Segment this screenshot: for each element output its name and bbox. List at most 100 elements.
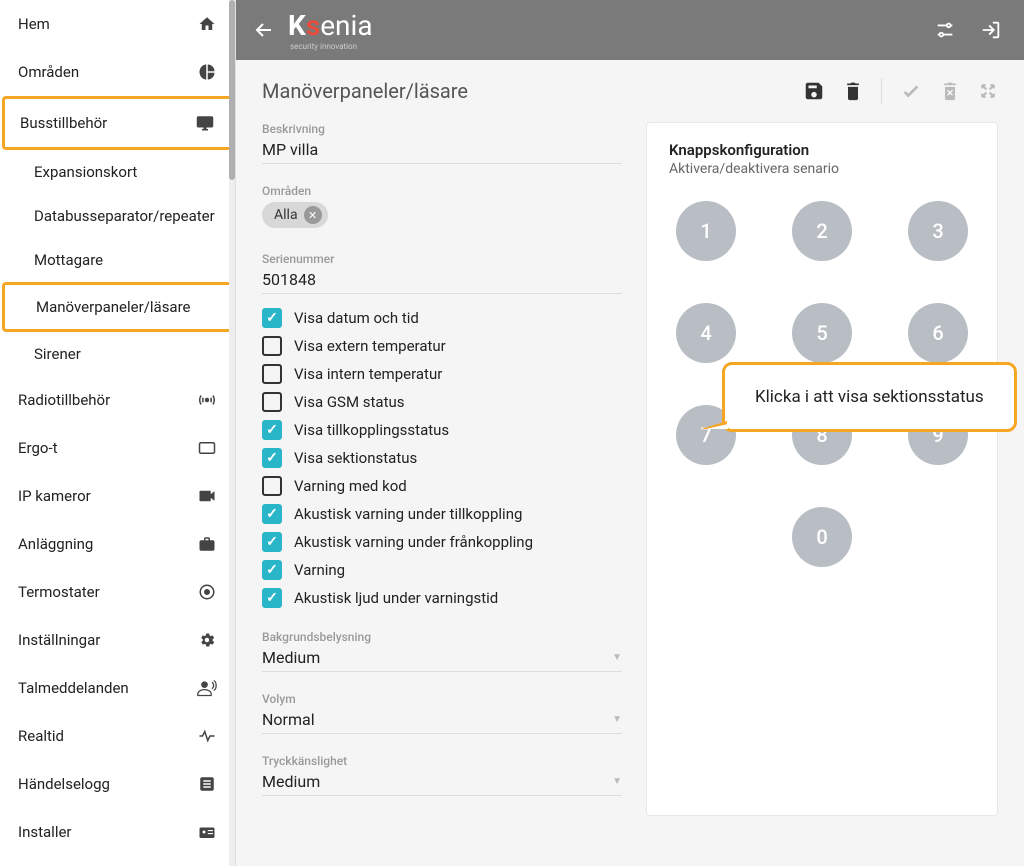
checkbox-row[interactable]: Varning med kod	[262, 472, 622, 500]
content-header: Manöverpaneler/läsare	[236, 60, 1024, 114]
broadcast-icon	[197, 390, 217, 410]
checkbox-row[interactable]: Visa GSM status	[262, 388, 622, 416]
checkbox-row[interactable]: Visa intern temperatur	[262, 360, 622, 388]
keypad-subtitle: Aktivera/deaktivera senario	[669, 161, 975, 177]
checkbox[interactable]	[262, 392, 282, 412]
volym-field[interactable]: Volym Normal ▼	[262, 692, 622, 734]
bakgrund-value: Medium	[262, 648, 320, 667]
sidebar-scrollbar[interactable]	[229, 0, 235, 866]
check-icon[interactable]	[900, 80, 922, 102]
sidebar-sub-sirener[interactable]: Sirener	[0, 332, 235, 376]
tryck-field[interactable]: Tryckkänslighet Medium ▼	[262, 754, 622, 796]
checkbox-label: Akustisk varning under tillkoppling	[294, 505, 522, 523]
logo-s: s	[306, 9, 320, 42]
camera-icon	[197, 486, 217, 506]
checkbox[interactable]	[262, 560, 282, 580]
sidebar-item-installer[interactable]: Installer	[0, 808, 235, 856]
omraden-label: Områden	[262, 184, 622, 198]
keypad-key-2[interactable]: 2	[792, 201, 852, 261]
save-icon[interactable]	[803, 80, 825, 102]
content-body: Beskrivning MP villa Områden Alla ✕ Seri…	[236, 114, 1024, 824]
delete-icon[interactable]	[843, 80, 863, 102]
badge-icon	[197, 822, 217, 842]
sidebar-item-busstillbehor[interactable]: Busstillbehör	[5, 99, 230, 147]
sidebar-item-installningar[interactable]: Inställningar	[0, 616, 235, 664]
checkbox[interactable]	[262, 448, 282, 468]
voice-icon	[197, 678, 217, 698]
delete-muted-icon[interactable]	[940, 80, 960, 102]
sidebar-item-hem[interactable]: Hem	[0, 0, 235, 48]
checkbox[interactable]	[262, 336, 282, 356]
sidebar-item-label: Händelselogg	[18, 775, 197, 793]
checkbox-row[interactable]: Varning	[262, 556, 622, 584]
checkbox[interactable]	[262, 504, 282, 524]
checkbox-row[interactable]: Visa extern temperatur	[262, 332, 622, 360]
sidebar-item-talmeddelanden[interactable]: Talmeddelanden	[0, 664, 235, 712]
sidebar-item-label: Hem	[18, 15, 197, 33]
volym-value: Normal	[262, 710, 315, 729]
callout-tooltip: Klicka i att visa sektionsstatus	[722, 362, 1017, 432]
pulse-icon	[197, 726, 217, 746]
sidebar-item-label: Anläggning	[18, 535, 197, 553]
sidebar-item-realtid[interactable]: Realtid	[0, 712, 235, 760]
checkbox-label: Varning	[294, 561, 345, 579]
checkbox[interactable]	[262, 532, 282, 552]
sidebar-sub-manoverpaneler[interactable]: Manöverpaneler/läsare	[5, 285, 230, 329]
keypad-key-6[interactable]: 6	[908, 303, 968, 363]
sidebar-sub-mottagare[interactable]: Mottagare	[0, 238, 235, 282]
sidebar-item-termostater[interactable]: Termostater	[0, 568, 235, 616]
checkbox-row[interactable]: Visa tillkopplingsstatus	[262, 416, 622, 444]
checkbox-row[interactable]: Akustisk varning under frånkoppling	[262, 528, 622, 556]
checkbox-row[interactable]: Visa sektionstatus	[262, 444, 622, 472]
keypad-panel: Knappskonfiguration Aktivera/deaktivera …	[646, 122, 998, 816]
sidebar-item-ergot[interactable]: Ergo-t	[0, 424, 235, 472]
sidebar-item-label: Ergo-t	[18, 439, 197, 457]
checkbox-row[interactable]: Akustisk ljud under varningstid	[262, 584, 622, 612]
sidebar-sub-databuss[interactable]: Databusseparator/repeater	[0, 194, 235, 238]
main-area: Ksenia security innovation Manöverpanele…	[236, 0, 1024, 866]
sidebar-item-ipkameror[interactable]: IP kameror	[0, 472, 235, 520]
keypad-key-0[interactable]: 0	[792, 507, 852, 567]
sidebar-sub-expansionskort[interactable]: Expansionskort	[0, 150, 235, 194]
keypad-key-1[interactable]: 1	[676, 201, 736, 261]
keypad-key-5[interactable]: 5	[792, 303, 852, 363]
checkbox[interactable]	[262, 588, 282, 608]
sidebar-item-anlaggning[interactable]: Anläggning	[0, 520, 235, 568]
tune-icon[interactable]	[928, 13, 962, 47]
checkbox-label: Visa GSM status	[294, 393, 405, 411]
checkbox[interactable]	[262, 308, 282, 328]
sidebar-item-handelselogg[interactable]: Händelselogg	[0, 760, 235, 808]
checkbox-row[interactable]: Visa datum och tid	[262, 304, 622, 332]
checkbox-label: Varning med kod	[294, 477, 407, 495]
chevron-down-icon: ▼	[612, 652, 622, 663]
collapse-icon[interactable]	[978, 81, 998, 101]
checkbox[interactable]	[262, 420, 282, 440]
tryck-value: Medium	[262, 772, 320, 791]
sidebar-highlight-busstillbehor: Busstillbehör	[2, 96, 233, 150]
bakgrund-field[interactable]: Bakgrundsbelysning Medium ▼	[262, 630, 622, 672]
serienummer-input[interactable]: 501848	[262, 270, 622, 294]
keypad-key-4[interactable]: 4	[676, 303, 736, 363]
chip-remove-icon[interactable]: ✕	[304, 206, 322, 224]
content-actions	[803, 78, 998, 104]
exit-icon[interactable]	[974, 13, 1008, 47]
checkbox[interactable]	[262, 364, 282, 384]
checkbox[interactable]	[262, 476, 282, 496]
checkbox-label: Visa intern temperatur	[294, 365, 442, 383]
beskrivning-input[interactable]: MP villa	[262, 140, 622, 164]
sidebar-item-label: IP kameror	[18, 487, 197, 505]
volym-label: Volym	[262, 692, 622, 706]
sidebar-item-omraden[interactable]: Områden	[0, 48, 235, 96]
logo-rest: enia	[320, 9, 372, 42]
thermostat-icon	[197, 582, 217, 602]
chip-alla[interactable]: Alla ✕	[262, 202, 328, 228]
briefcase-icon	[197, 534, 217, 554]
chevron-down-icon: ▼	[612, 776, 622, 787]
sidebar-item-radiotillbehor[interactable]: Radiotillbehör	[0, 376, 235, 424]
checkbox-label: Visa tillkopplingsstatus	[294, 421, 449, 439]
pie-icon	[197, 62, 217, 82]
checkbox-row[interactable]: Akustisk varning under tillkoppling	[262, 500, 622, 528]
keypad-key-3[interactable]: 3	[908, 201, 968, 261]
checkbox-label: Visa extern temperatur	[294, 337, 446, 355]
back-button[interactable]	[252, 18, 276, 42]
